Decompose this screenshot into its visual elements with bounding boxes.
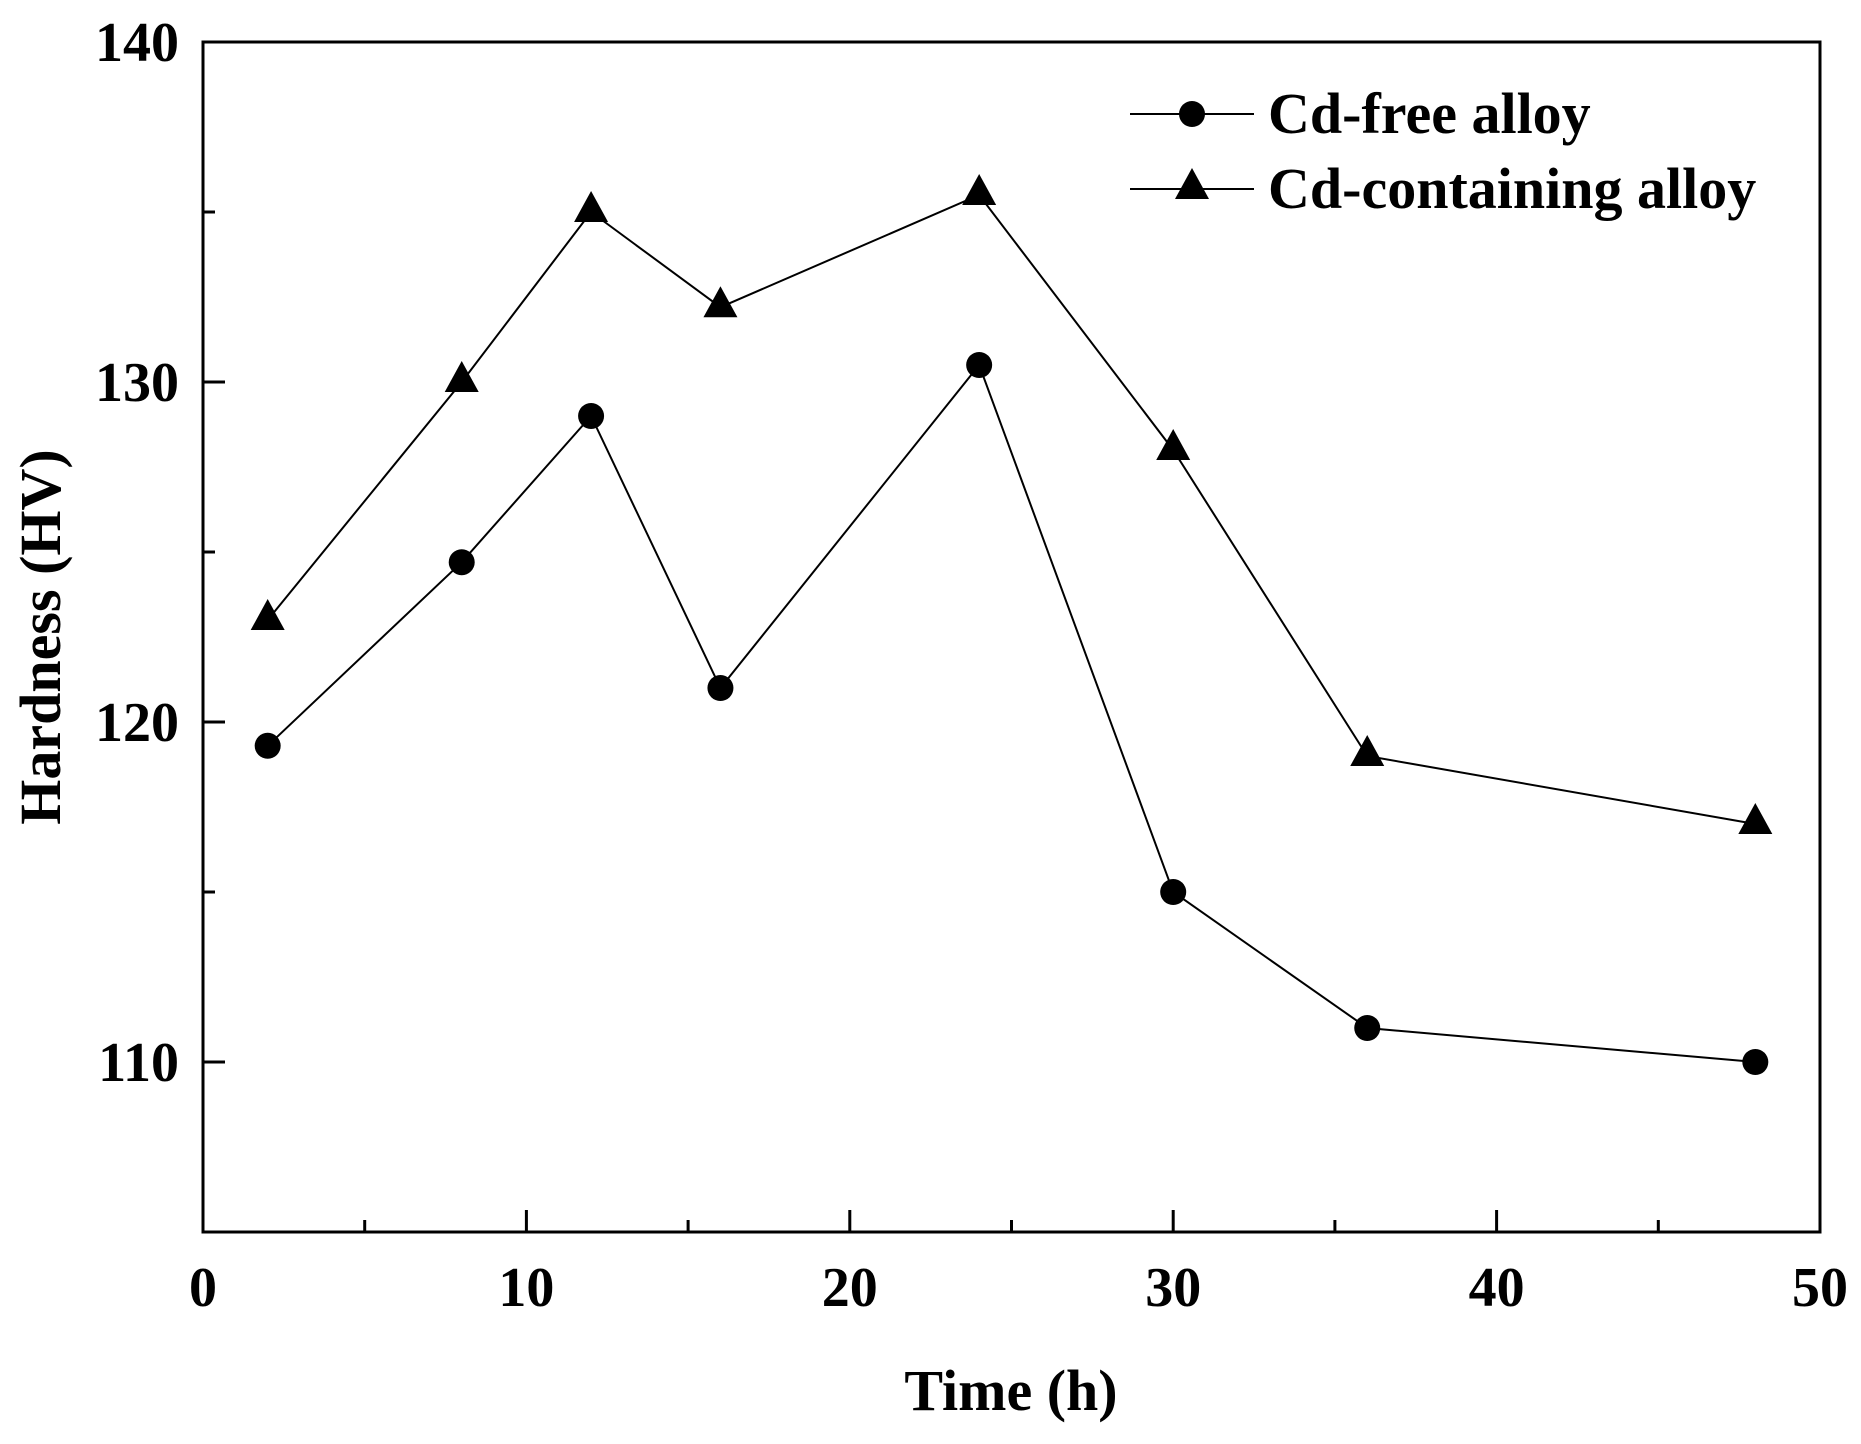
y-tick-label: 140 — [95, 12, 179, 74]
tick-labels: 0 10 20 30 40 50 110 120 130 140 — [95, 12, 1848, 1319]
data-point-cd-containing — [250, 599, 285, 630]
x-tick-label: 50 — [1792, 1257, 1848, 1319]
data-point-cd-free — [707, 675, 734, 701]
data-point-cd-free — [448, 549, 475, 576]
triangle-marker-icon — [1175, 168, 1209, 199]
x-axis-label: Time (h) — [904, 1358, 1117, 1423]
x-tick-label: 40 — [1469, 1257, 1525, 1319]
plot-frame — [201, 40, 1822, 1234]
series-line-cd-containing — [266, 193, 1756, 825]
x-tick-label: 20 — [822, 1257, 878, 1319]
y-tick-label: 130 — [95, 352, 179, 414]
data-point-cd-containing — [703, 286, 738, 318]
x-tick-label: 0 — [189, 1257, 217, 1319]
data-point-cd-containing — [574, 191, 609, 222]
y-tick-label: 110 — [98, 1032, 179, 1094]
data-point-cd-free — [578, 403, 605, 429]
data-point-cd-containing — [962, 174, 997, 205]
legend-entry-cd-containing: Cd-containing alloy — [1130, 156, 1756, 221]
legend-label-cd-free: Cd-free alloy — [1268, 81, 1591, 146]
legend-label-cd-containing: Cd-containing alloy — [1268, 156, 1756, 221]
data-point-cd-free — [1742, 1049, 1769, 1075]
data-point-cd-containing — [1738, 803, 1773, 834]
data-point-cd-free — [254, 732, 281, 759]
data-point-cd-containing — [1350, 735, 1385, 766]
data-point-cd-free — [1160, 879, 1187, 905]
x-tick-label: 30 — [1145, 1257, 1201, 1319]
legend-entry-cd-free: Cd-free alloy — [1130, 81, 1591, 146]
data-point-cd-free — [1354, 1015, 1381, 1041]
legend: Cd-free alloy Cd-containing alloy — [1130, 81, 1756, 221]
x-tick-label: 10 — [498, 1257, 554, 1319]
series-line-cd-free — [266, 362, 1756, 1063]
data-point-cd-free — [966, 352, 993, 378]
series-lines — [266, 193, 1756, 1063]
y-tick-label: 120 — [95, 692, 179, 754]
circle-marker-icon — [1179, 101, 1205, 127]
data-point-cd-containing — [444, 361, 479, 392]
y-axis-label: Hardness (HV) — [8, 449, 73, 824]
series-markers — [250, 174, 1773, 1075]
data-point-cd-containing — [1156, 429, 1191, 460]
